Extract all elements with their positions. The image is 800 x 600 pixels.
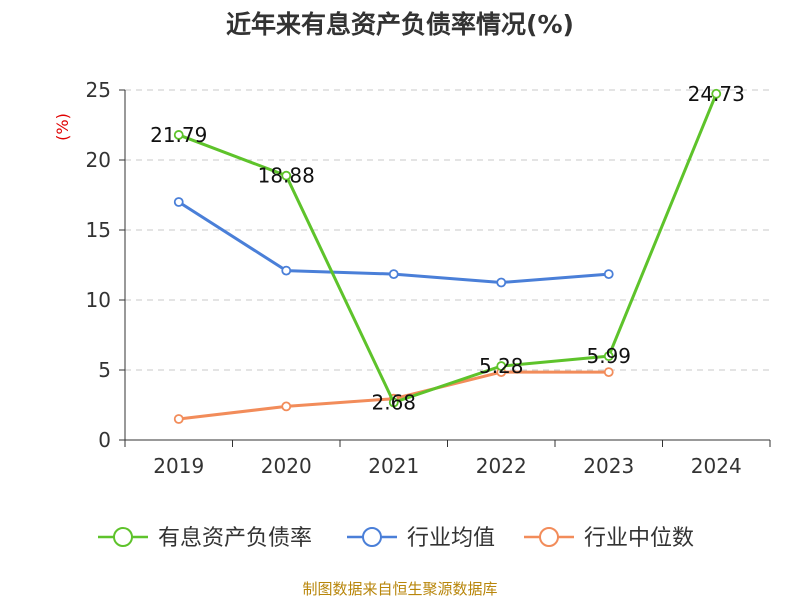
series-point-1	[173, 130, 184, 140]
y-tick-label: 25	[86, 78, 111, 102]
y-axis-label: (%)	[53, 113, 72, 141]
series-point-2	[281, 265, 292, 276]
legend-label: 行业中位数	[584, 526, 694, 551]
x-tick-label: 2021	[368, 454, 419, 478]
data-labels: 21.79 18.88 2.68 5.28 5.99 24.73	[150, 82, 745, 415]
series-point-3	[281, 401, 292, 412]
legend-item-1[interactable]: 有息资产负债率	[98, 526, 312, 551]
series-point-1	[281, 170, 292, 181]
source-note: 制图数据来自恒生聚源数据库	[302, 580, 497, 598]
data-label: 24.73	[688, 82, 745, 106]
series-group	[173, 88, 722, 424]
series-point-2	[496, 277, 507, 288]
data-label: 21.79	[150, 123, 207, 147]
series-point-1	[496, 361, 507, 371]
data-label: 5.99	[586, 344, 631, 368]
y-tick-label: 10	[86, 288, 111, 312]
series-point-2	[173, 197, 184, 207]
series-point-1	[388, 397, 399, 408]
legend-marker	[362, 527, 382, 547]
series-point-3	[173, 414, 184, 424]
series-point-1	[603, 351, 614, 362]
chart-title: 近年来有息资产负债率情况(%)	[226, 10, 574, 39]
legend-marker	[539, 527, 559, 547]
legend-item-3[interactable]: 行业中位数	[524, 526, 694, 551]
y-tick-label: 0	[98, 428, 111, 452]
series-line-1	[178, 93, 718, 404]
x-tick-label: 2020	[261, 454, 312, 478]
data-label: 2.68	[371, 390, 416, 414]
legend[interactable]: 有息资产负债率 行业均值 行业中位数	[98, 526, 694, 551]
grid	[125, 89, 770, 371]
series-point-2	[388, 269, 399, 280]
legend-item-2[interactable]: 行业均值	[347, 526, 495, 551]
axes: 0 5 10 15 20 25 2019 2020 2021 2022 2023 2024	[86, 78, 771, 478]
x-tick-label: 2019	[153, 454, 204, 478]
legend-marker	[113, 527, 133, 547]
legend-label: 行业均值	[407, 526, 495, 551]
y-tick-label: 15	[86, 218, 111, 242]
data-label: 5.28	[479, 354, 524, 378]
data-label: 18.88	[258, 164, 315, 188]
y-tick-label: 20	[86, 148, 111, 172]
y-tick-label: 5	[98, 358, 111, 382]
x-tick-label: 2024	[691, 454, 742, 478]
legend-label: 有息资产负债率	[158, 526, 312, 551]
series-point-2	[603, 269, 614, 280]
x-tick-label: 2022	[476, 454, 527, 478]
x-tick-label: 2023	[583, 454, 634, 478]
series-point-3	[603, 367, 614, 378]
series-point-1	[711, 88, 722, 99]
